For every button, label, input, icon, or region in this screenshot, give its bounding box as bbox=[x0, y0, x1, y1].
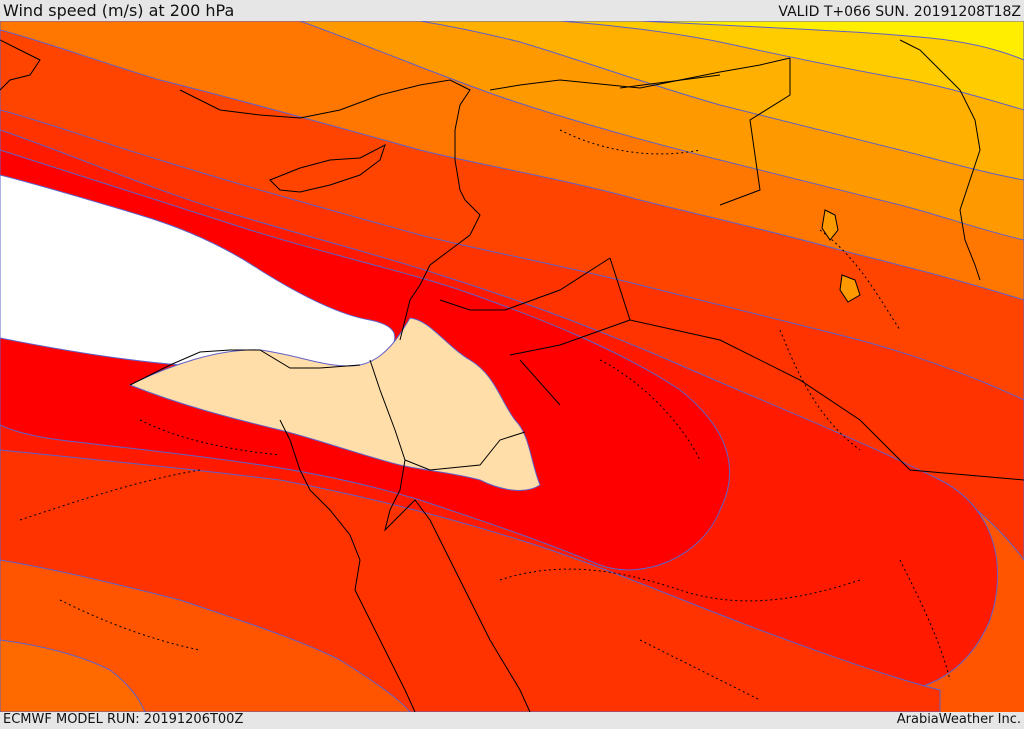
coastlines bbox=[0, 39, 981, 712]
valid-time-label: VALID T+066 SUN. 20191208T18Z bbox=[778, 4, 1021, 20]
footer-bar: ECMWF MODEL RUN: 20191206T00Z ArabiaWeat… bbox=[0, 712, 1024, 729]
wind-minimum-zone bbox=[128, 317, 541, 491]
wind-speed-map bbox=[0, 21, 1024, 712]
band-yellow bbox=[639, 21, 1024, 61]
model-run-label: ECMWF MODEL RUN: 20191206T00Z bbox=[3, 712, 244, 727]
map-title: Wind speed (m/s) at 200 hPa bbox=[3, 1, 235, 20]
map-canvas bbox=[0, 21, 1024, 712]
band-light-yellow-orange bbox=[559, 21, 1024, 111]
header-bar: Wind speed (m/s) at 200 hPa VALID T+066 … bbox=[0, 0, 1024, 21]
regional-borders bbox=[19, 129, 951, 701]
band-deep-orange-southwest bbox=[0, 639, 146, 712]
country-borders bbox=[369, 58, 1024, 481]
lakes bbox=[821, 209, 861, 303]
credit-label: ArabiaWeather Inc. bbox=[896, 712, 1021, 727]
